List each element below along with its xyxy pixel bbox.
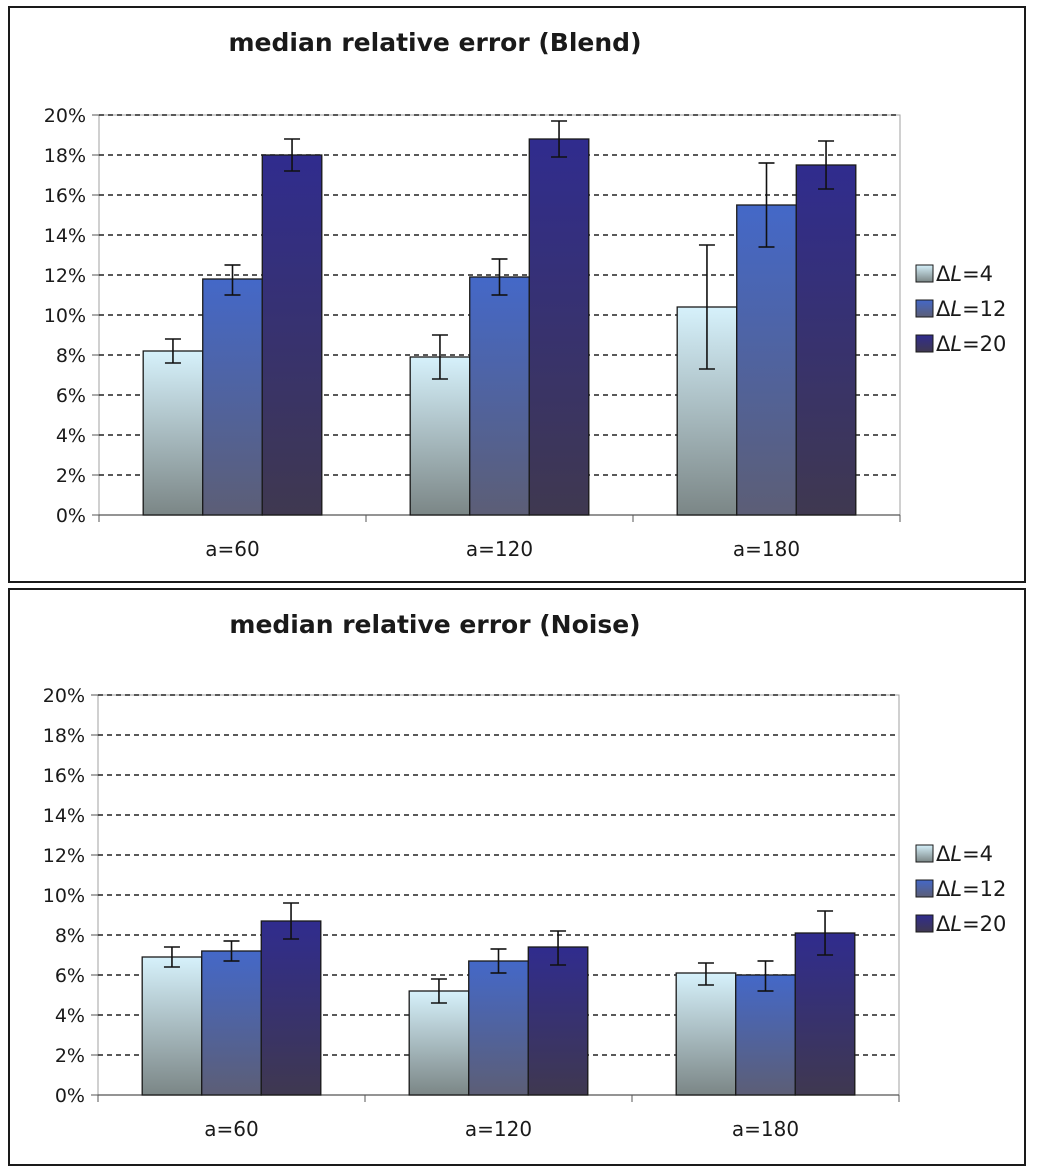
y-tick-label: 16%: [43, 765, 85, 787]
error-bar: [697, 962, 714, 986]
y-tick-label: 18%: [43, 725, 85, 747]
y-tick-label: 6%: [55, 965, 85, 987]
bar: [736, 204, 797, 516]
bar: [469, 276, 530, 516]
legend-item: ΔL=4: [915, 842, 993, 866]
y-tick-label: 14%: [44, 225, 86, 247]
legend-label: ΔL=4: [936, 842, 993, 866]
bar: [141, 956, 203, 1096]
y-tick-label: 8%: [55, 925, 85, 947]
y-tick-label: 8%: [56, 345, 86, 367]
bar: [528, 138, 590, 516]
y-tick-label: 12%: [43, 845, 85, 867]
error-bar: [490, 948, 507, 974]
legend-label: ΔL=20: [936, 332, 1006, 356]
y-tick-label: 4%: [56, 425, 86, 447]
x-tick-label: a=60: [204, 1117, 258, 1141]
legend-label: ΔL=12: [936, 297, 1006, 321]
bar: [527, 946, 589, 1096]
error-bar: [758, 162, 775, 248]
y-tick-label: 6%: [56, 385, 86, 407]
error-bar: [223, 940, 240, 962]
y-tick-label: 4%: [55, 1005, 85, 1027]
bar: [408, 990, 470, 1096]
error-bar: [491, 258, 508, 296]
chart-panel-blend: median relative error (Blend) 0% 2% 4% 6% 8%…: [8, 6, 1026, 583]
y-tick-label: 0%: [55, 1085, 85, 1107]
bar: [142, 350, 204, 516]
error-bar: [550, 930, 567, 966]
chart-svg-blend: median relative error (Blend) 0% 2% 4% 6% 8%…: [44, 28, 1007, 561]
bar: [260, 920, 322, 1096]
y-tick-label: 0%: [56, 505, 86, 527]
legend-swatch: [915, 264, 934, 283]
error-bar: [818, 140, 835, 190]
bar: [675, 972, 737, 1096]
chart-svg-noise: median relative error (Noise) 0% 2% 4% 6% 8%…: [43, 610, 1007, 1141]
x-tick-label: a=180: [733, 537, 800, 561]
error-bar: [757, 960, 774, 992]
y-tick-label: 16%: [44, 185, 86, 207]
chart-title: median relative error (Blend): [229, 28, 642, 57]
bar: [794, 932, 856, 1096]
x-tick-label: a=180: [732, 1117, 799, 1141]
error-bar: [284, 138, 301, 172]
legend-swatch: [915, 914, 934, 933]
legend-item: ΔL=20: [915, 912, 1006, 936]
bar: [201, 950, 262, 1096]
bar: [202, 278, 263, 516]
legend-swatch: [915, 844, 934, 863]
bar: [795, 164, 857, 516]
error-bar: [163, 946, 180, 968]
y-tick-label: 18%: [44, 145, 86, 167]
error-bar: [431, 334, 448, 380]
legend-swatch: [915, 879, 934, 898]
bar: [468, 960, 529, 1096]
legend-item: ΔL=12: [915, 297, 1006, 321]
legend-swatch: [915, 299, 934, 318]
legend-item: ΔL=12: [915, 877, 1006, 901]
y-tick-label: 10%: [43, 885, 85, 907]
chart-panel-noise: median relative error (Noise) 0% 2% 4% 6% 8%…: [8, 588, 1026, 1166]
bar: [261, 154, 323, 516]
y-tick-label: 14%: [43, 805, 85, 827]
legend-item: ΔL=20: [915, 332, 1006, 356]
y-tick-label: 2%: [55, 1045, 85, 1067]
y-tick-label: 20%: [43, 685, 85, 707]
y-tick-label: 12%: [44, 265, 86, 287]
legend-label: ΔL=4: [936, 262, 993, 286]
y-tick-label: 2%: [56, 465, 86, 487]
x-tick-label: a=120: [465, 1117, 532, 1141]
error-bar: [551, 120, 568, 158]
error-bar: [224, 264, 241, 296]
error-bar: [164, 338, 181, 364]
error-bar: [817, 910, 834, 956]
error-bar: [283, 902, 300, 940]
legend-label: ΔL=12: [936, 877, 1006, 901]
y-tick-label: 20%: [44, 105, 86, 127]
bar: [735, 974, 796, 1096]
error-bar: [698, 244, 715, 370]
legend-label: ΔL=20: [936, 912, 1006, 936]
legend-swatch: [915, 334, 934, 353]
chart-title: median relative error (Noise): [229, 610, 640, 639]
y-tick-label: 10%: [44, 305, 86, 327]
bar: [409, 356, 471, 516]
legend-item: ΔL=4: [915, 262, 993, 286]
x-tick-label: a=120: [466, 537, 533, 561]
x-tick-label: a=60: [205, 537, 259, 561]
error-bar: [430, 978, 447, 1004]
